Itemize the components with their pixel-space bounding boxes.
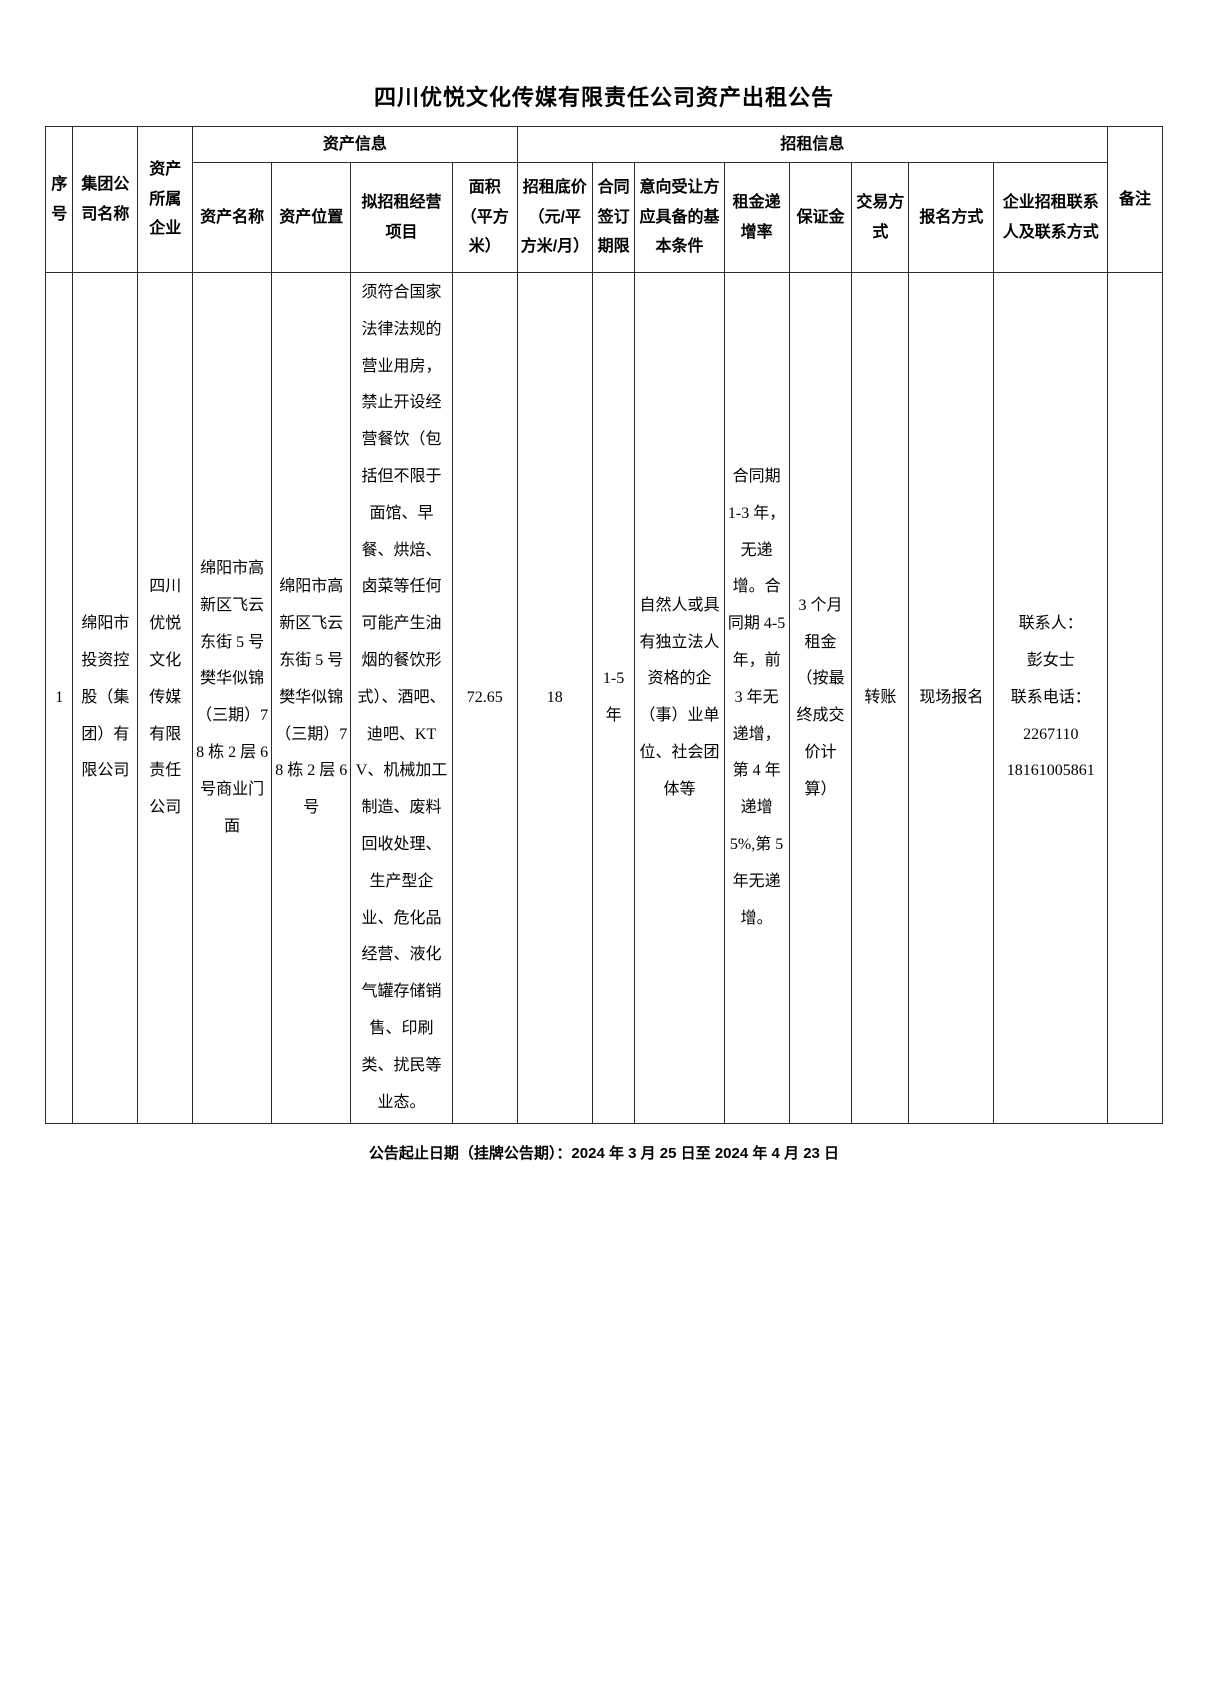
table-row: 1 绵阳市投资控股（集团）有限公司 四川优悦文化传媒有限责任公司 绵阳市高新区飞… bbox=[44, 271, 1163, 1125]
page-title: 四川优悦文化传媒有限责任公司资产出租公告 bbox=[373, 85, 834, 110]
header-contract-term: 合同签订期限 bbox=[591, 162, 636, 273]
cell-asset-owner: 四川优悦文化传媒有限责任公司 bbox=[137, 271, 194, 1125]
header-contact: 企业招租联系人及联系方式 bbox=[993, 162, 1109, 273]
header-floor-price: 招租底价（元/平方米/月） bbox=[516, 162, 593, 273]
cell-deposit: 3 个月租金（按最终成交价计算） bbox=[788, 271, 853, 1125]
header-sub-row: 资产名称 资产位置 拟招租经营项目 面积（平方米） 招租底价（元/平方米/月） … bbox=[46, 162, 1163, 273]
cell-remarks bbox=[1107, 271, 1163, 1125]
cell-proposed-business: 须符合国家法律法规的营业用房，禁止开设经营餐饮（包括但不限于面馆、早餐、烘焙、卤… bbox=[350, 271, 453, 1125]
cell-floor-price: 18 bbox=[516, 271, 593, 1125]
header-group-asset-info: 资产信息 bbox=[192, 126, 518, 163]
header-registration-method: 报名方式 bbox=[908, 162, 995, 273]
cell-rent-increase: 合同期 1-3 年，无递增。合同期 4-5 年，前 3 年无递增，第 4 年递增… bbox=[723, 271, 790, 1125]
header-asset-name: 资产名称 bbox=[192, 162, 273, 273]
cell-registration-method: 现场报名 bbox=[908, 271, 995, 1125]
cell-asset-name: 绵阳市高新区飞云东街 5 号樊华似锦（三期）78 栋 2 层 6 号商业门面 bbox=[192, 271, 273, 1125]
cell-index: 1 bbox=[44, 271, 74, 1125]
header-area: 面积（平方米） bbox=[451, 162, 518, 273]
header-asset-owner: 资产所属企业 bbox=[137, 126, 194, 273]
cell-asset-location: 绵阳市高新区飞云东街 5 号樊华似锦（三期）78 栋 2 层 6 号 bbox=[271, 271, 352, 1125]
header-group-rental-info: 招租信息 bbox=[516, 126, 1109, 163]
cell-area: 72.65 bbox=[451, 271, 518, 1125]
header-group-row: 序号 集团公司名称 资产所属企业 资产信息 招租信息 备注 bbox=[44, 126, 1163, 273]
header-index: 序号 bbox=[44, 126, 74, 273]
cell-transaction-method: 转账 bbox=[851, 271, 910, 1125]
header-transferee-conditions: 意向受让方应具备的基本条件 bbox=[634, 162, 725, 273]
header-deposit: 保证金 bbox=[788, 162, 853, 273]
header-rent-increase: 租金递增率 bbox=[723, 162, 790, 273]
cell-contract-term: 1-5 年 bbox=[591, 271, 636, 1125]
announcement-period-text: 公告起止日期（挂牌公告期）：2024 年 3 月 25 日至 2024 年 4 … bbox=[368, 1145, 840, 1163]
cell-group-company: 绵阳市投资控股（集团）有限公司 bbox=[72, 271, 139, 1125]
header-remarks: 备注 bbox=[1107, 126, 1163, 273]
header-transaction-method: 交易方式 bbox=[851, 162, 910, 273]
asset-rental-table: 序号 集团公司名称 资产所属企业 资产信息 招租信息 备注 资产名称 资产位置 … bbox=[44, 126, 1163, 1125]
cell-transferee-conditions: 自然人或具有独立法人资格的企（事）业单位、社会团体等 bbox=[634, 271, 725, 1125]
header-asset-location: 资产位置 bbox=[271, 162, 352, 273]
cell-contact: 联系人： 彭女士 联系电话： 2267110 18161005861 bbox=[993, 271, 1109, 1125]
header-group-company: 集团公司名称 bbox=[72, 126, 139, 273]
header-proposed-business: 拟招租经营项目 bbox=[350, 162, 453, 273]
